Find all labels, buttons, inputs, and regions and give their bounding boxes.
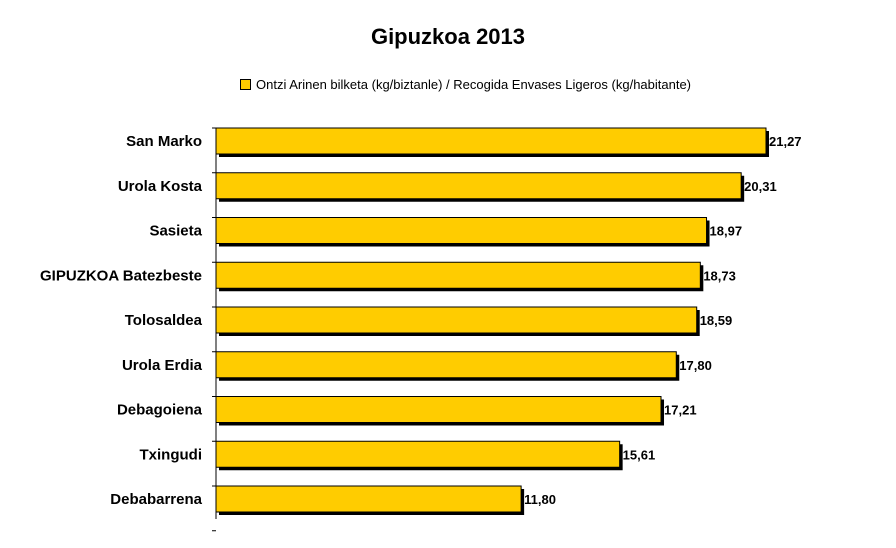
bar [215,396,662,423]
bar [215,440,621,468]
data-label: 20,31 [744,179,777,194]
legend-swatch [240,79,251,90]
labels-layer: San Marko 21,27 Urola Kosta 20,31 Sasieta 18,… [40,133,802,508]
data-label: 11,80 [524,492,556,507]
bar [215,172,742,200]
data-label: 17,21 [664,403,697,418]
category-label: Txingudi [140,446,203,463]
data-label: 15,61 [623,447,656,462]
bar [215,127,767,155]
data-label: 21,27 [769,134,802,149]
data-label: 18,59 [700,313,733,328]
legend: Ontzi Arinen bilketa (kg/biztanle) / Rec… [240,77,691,92]
category-axis [212,127,217,532]
category-label: San Marko [126,133,202,150]
bars-layer [215,127,769,515]
data-label: 18,97 [710,224,743,239]
bar [215,306,698,334]
data-label: 18,73 [703,268,736,283]
data-label: 17,80 [679,358,712,373]
category-label: Sasieta [149,223,202,240]
legend-label: Ontzi Arinen bilketa (kg/biztanle) / Rec… [256,77,692,92]
category-label: Debabarrena [110,491,202,508]
category-label: Tolosaldea [125,312,203,329]
category-label: GIPUZKOA Batezbeste [40,267,202,284]
category-label: Debagoiena [117,402,203,419]
bar [215,485,522,513]
category-label: Urola Erdia [122,357,203,374]
bar [215,261,701,289]
category-label: Urola Kosta [118,178,203,195]
bar [215,351,677,379]
chart-title: Gipuzkoa 2013 [370,24,526,49]
bar [215,217,708,244]
